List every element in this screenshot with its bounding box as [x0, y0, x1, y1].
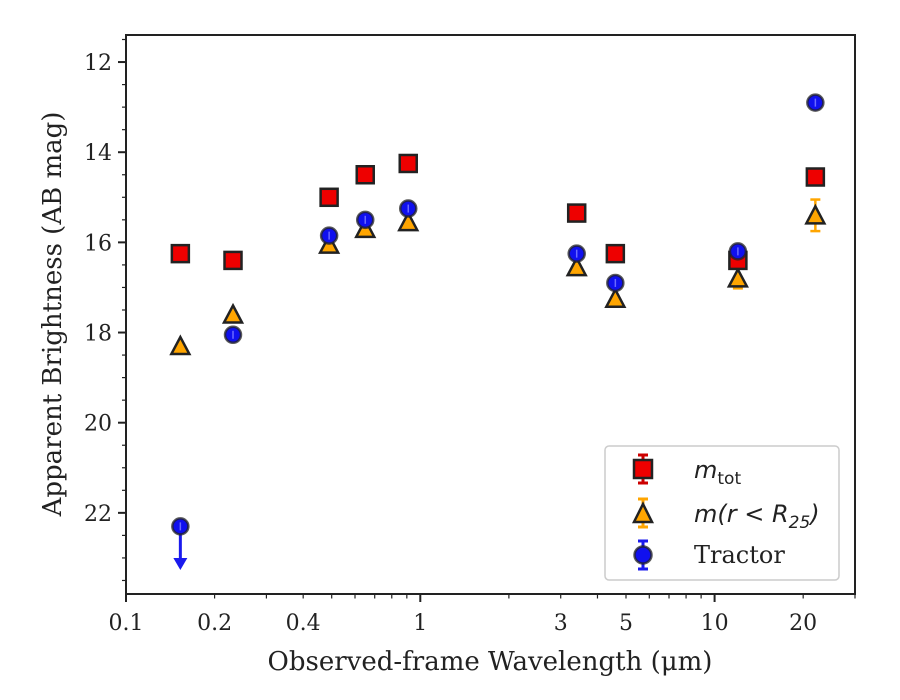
legend-box: [604, 445, 840, 581]
legend-label-mr25: m(r < R25): [694, 500, 820, 533]
series-triangle: [169, 198, 827, 356]
triangle-point: [726, 266, 749, 288]
x-tick-label: 3: [554, 611, 568, 636]
y-tick-label: 22: [84, 502, 112, 527]
data-marks: [169, 93, 827, 570]
axes: 12 14 16 18 20 22 0.1 0.2 0.4 1 3 5 10 20: [84, 38, 856, 636]
legend-item-mr25: m(r < R25): [631, 497, 820, 533]
y-tick-label: 14: [84, 141, 112, 166]
square-point: [566, 203, 587, 223]
x-tick-label: 20: [789, 611, 817, 636]
square-point: [223, 250, 243, 271]
square-point: [605, 243, 626, 264]
triangle-point: [604, 287, 627, 308]
series-circle: [171, 93, 825, 570]
legend-item-mtot: mtot: [632, 453, 741, 489]
legend-mtot-main: m: [694, 456, 717, 484]
x-tick-label: 5: [619, 611, 633, 636]
triangle-point: [565, 255, 588, 277]
upper-limit-arrowhead: [173, 557, 188, 570]
y-axis-label: Apparent Brightness (AB mag): [38, 112, 68, 518]
x-tick-label: 1: [413, 611, 427, 636]
legend-mtot-sub: tot: [717, 469, 741, 489]
square-point: [355, 165, 375, 185]
legend-label-tractor: Tractor: [694, 541, 785, 569]
square-point: [319, 187, 339, 208]
x-tick-label: 0.2: [197, 611, 232, 636]
legend: mtot m(r < R25) Tractor: [604, 445, 840, 581]
legend-circle-marker: [633, 545, 653, 565]
x-axis-label: Observed-frame Wavelength (μm): [268, 647, 713, 677]
x-tick-label: 0.4: [286, 611, 321, 636]
legend-mr-main: m(r < R: [694, 500, 789, 528]
x-tick-label: 0.1: [109, 611, 144, 636]
plot-frame: [125, 34, 856, 595]
triangle-point: [221, 302, 245, 324]
legend-square-marker: [632, 458, 654, 480]
square-point: [170, 243, 191, 264]
square-point: [805, 167, 826, 187]
y-tick-label: 16: [84, 231, 112, 256]
legend-mr-close: ): [808, 500, 819, 528]
legend-triangle-marker: [631, 501, 655, 524]
triangle-point: [397, 210, 420, 232]
triangle-point: [804, 203, 827, 225]
y-tick-label: 12: [84, 51, 112, 76]
square-point: [398, 153, 418, 174]
y-tick-label: 20: [84, 412, 112, 437]
legend-item-tractor: Tractor: [633, 539, 785, 571]
legend-mr-sub: 25: [789, 513, 811, 533]
x-tick-label: 10: [701, 611, 729, 636]
triangle-point: [169, 334, 192, 356]
y-tick-label: 18: [84, 322, 112, 347]
legend-label-mtot: mtot: [694, 456, 741, 489]
